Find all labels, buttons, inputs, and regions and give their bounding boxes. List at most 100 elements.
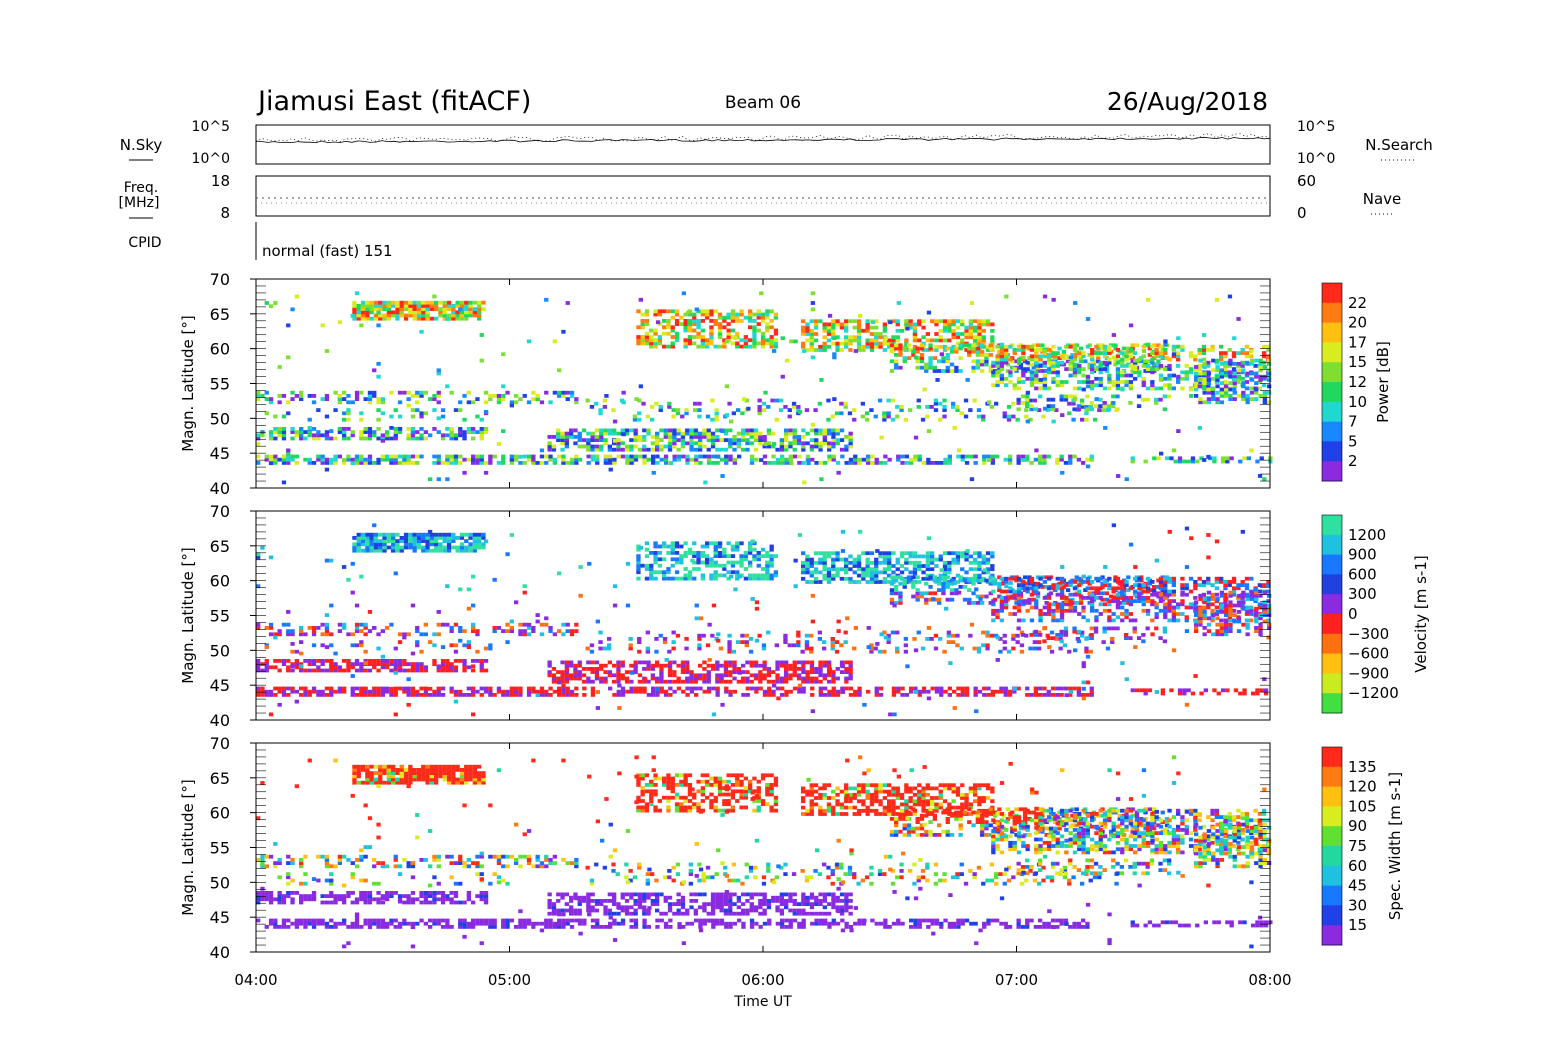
data-cell	[895, 405, 900, 409]
data-cell	[616, 679, 621, 684]
data-cell	[805, 454, 811, 459]
data-cell	[692, 322, 697, 326]
data-cell	[453, 461, 459, 465]
data-cell	[373, 536, 379, 540]
data-cell	[852, 564, 857, 568]
data-cell	[1057, 346, 1062, 351]
data-cell	[930, 560, 935, 565]
data-cell	[462, 629, 467, 633]
data-cell	[1031, 362, 1036, 367]
data-cell	[848, 686, 854, 691]
data-cell	[934, 344, 939, 349]
data-cell	[436, 693, 441, 697]
data-cell	[796, 660, 802, 665]
data-cell	[915, 597, 920, 602]
data-cell	[432, 632, 437, 637]
data-cell	[307, 457, 312, 462]
data-cell	[1081, 354, 1086, 359]
data-cell	[1194, 378, 1199, 382]
data-cell	[1087, 362, 1092, 367]
data-cell	[692, 567, 697, 571]
data-cell	[1012, 612, 1017, 616]
data-cell	[722, 341, 727, 346]
data-cell	[436, 371, 441, 376]
data-cell	[1202, 361, 1207, 366]
data-cell	[780, 374, 785, 379]
data-cell	[958, 575, 963, 580]
data-cell	[436, 394, 441, 398]
data-cell	[320, 659, 325, 663]
data-cell	[577, 670, 582, 674]
data-cell	[801, 663, 806, 668]
data-cell	[908, 348, 913, 352]
data-cell	[835, 667, 840, 671]
data-cell	[698, 461, 703, 465]
data-cell	[886, 411, 891, 416]
data-cell	[653, 309, 658, 314]
data-cell	[1025, 589, 1030, 594]
data-cell	[680, 679, 686, 684]
data-cell	[809, 560, 814, 565]
data-cell	[788, 673, 793, 678]
data-cell	[333, 668, 338, 673]
data-cell	[988, 353, 993, 357]
data-cell	[264, 659, 269, 663]
data-cell	[531, 686, 536, 691]
data-cell	[565, 461, 570, 465]
data-cell	[1042, 454, 1047, 459]
data-cell	[791, 405, 797, 409]
data-cell	[442, 310, 447, 315]
data-cell	[1133, 367, 1138, 371]
data-cell	[574, 457, 579, 462]
data-cell	[977, 325, 982, 330]
data-cell	[320, 461, 325, 465]
data-cell	[814, 431, 819, 436]
data-cell	[1176, 354, 1181, 359]
data-cell	[981, 328, 986, 333]
data-cell	[1215, 365, 1220, 369]
data-cell	[290, 686, 295, 691]
data-cell	[539, 693, 545, 697]
data-cell	[869, 348, 875, 352]
data-cell	[653, 331, 658, 336]
data-cell	[728, 457, 733, 462]
data-cell	[916, 398, 921, 403]
data-cell	[985, 551, 991, 556]
data-cell	[440, 662, 446, 666]
data-cell	[299, 427, 304, 431]
data-cell	[973, 335, 978, 340]
data-cell	[477, 313, 482, 318]
data-cell	[356, 304, 361, 308]
data-cell	[569, 457, 575, 462]
data-cell	[636, 547, 641, 552]
data-cell	[894, 591, 899, 596]
data-cell	[363, 436, 368, 441]
data-cell	[831, 457, 836, 462]
data-cell	[809, 580, 814, 584]
data-cell	[389, 668, 394, 673]
data-cell	[883, 461, 888, 465]
data-cell	[256, 689, 261, 694]
data-cell	[1163, 351, 1168, 355]
data-cell	[1047, 586, 1052, 591]
data-cell	[967, 346, 972, 351]
data-cell	[1113, 362, 1118, 367]
data-cell	[767, 461, 772, 465]
data-cell	[492, 693, 497, 697]
data-cell	[683, 312, 688, 317]
data-cell	[1064, 599, 1069, 603]
data-cell	[719, 438, 724, 442]
data-cell	[938, 557, 943, 562]
data-cell	[458, 629, 463, 633]
data-cell	[971, 578, 976, 583]
data-cell	[616, 447, 621, 452]
data-cell	[977, 328, 982, 333]
data-cell	[670, 309, 675, 314]
data-cell	[436, 430, 441, 434]
data-cell	[856, 560, 862, 565]
data-cell	[637, 673, 643, 678]
data-cell	[281, 433, 287, 438]
data-cell	[878, 332, 883, 336]
data-cell	[603, 676, 608, 681]
data-cell	[603, 457, 608, 462]
